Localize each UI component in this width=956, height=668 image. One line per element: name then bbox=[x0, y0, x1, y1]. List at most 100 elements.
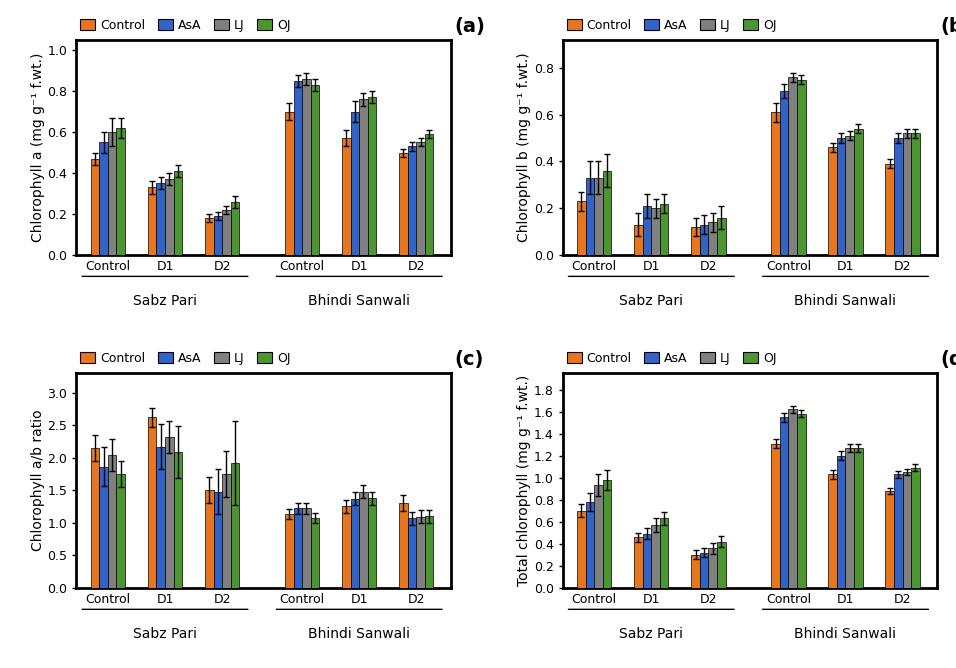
Bar bbox=[771, 112, 780, 255]
Bar bbox=[885, 164, 894, 255]
Text: Sabz Pari: Sabz Pari bbox=[619, 293, 684, 307]
Bar bbox=[797, 79, 806, 255]
Bar bbox=[836, 456, 845, 588]
Legend: Control, AsA, LJ, OJ: Control, AsA, LJ, OJ bbox=[76, 348, 294, 369]
Text: Bhindi Sanwali: Bhindi Sanwali bbox=[308, 293, 410, 307]
Bar bbox=[577, 201, 586, 255]
Bar bbox=[400, 503, 407, 588]
Bar bbox=[205, 490, 213, 588]
Bar bbox=[603, 480, 611, 588]
Bar bbox=[416, 142, 424, 255]
Bar bbox=[780, 92, 789, 255]
Bar bbox=[407, 518, 416, 588]
Bar bbox=[148, 418, 157, 588]
Bar bbox=[407, 146, 416, 255]
Bar bbox=[230, 463, 239, 588]
Legend: Control, AsA, LJ, OJ: Control, AsA, LJ, OJ bbox=[563, 348, 780, 369]
Bar bbox=[586, 178, 595, 255]
Bar bbox=[836, 138, 845, 255]
Bar bbox=[828, 148, 836, 255]
Bar bbox=[845, 136, 854, 255]
Text: Sabz Pari: Sabz Pari bbox=[619, 627, 684, 641]
Bar bbox=[717, 542, 726, 588]
Bar bbox=[165, 179, 174, 255]
Text: Bhindi Sanwali: Bhindi Sanwali bbox=[308, 627, 410, 641]
Bar bbox=[99, 467, 108, 588]
Bar bbox=[902, 472, 911, 588]
Bar bbox=[91, 159, 99, 255]
Bar bbox=[651, 208, 660, 255]
Bar bbox=[117, 128, 125, 255]
Bar bbox=[691, 227, 700, 255]
Legend: Control, AsA, LJ, OJ: Control, AsA, LJ, OJ bbox=[76, 15, 294, 36]
Bar bbox=[660, 518, 668, 588]
Bar bbox=[854, 448, 862, 588]
Bar bbox=[885, 491, 894, 588]
Bar bbox=[660, 204, 668, 255]
Bar bbox=[91, 448, 99, 588]
Bar bbox=[99, 142, 108, 255]
Bar bbox=[342, 138, 351, 255]
Bar bbox=[174, 452, 183, 588]
Bar bbox=[651, 525, 660, 588]
Bar bbox=[148, 188, 157, 255]
Bar bbox=[285, 112, 293, 255]
Bar bbox=[789, 77, 797, 255]
Text: Bhindi Sanwali: Bhindi Sanwali bbox=[794, 293, 897, 307]
Bar bbox=[213, 492, 222, 588]
Bar bbox=[797, 413, 806, 588]
Bar bbox=[854, 129, 862, 255]
Bar bbox=[717, 218, 726, 255]
Bar bbox=[222, 474, 230, 588]
Bar bbox=[351, 499, 359, 588]
Text: (b): (b) bbox=[941, 17, 956, 36]
Bar bbox=[302, 508, 311, 588]
Bar bbox=[634, 224, 642, 255]
Bar bbox=[165, 437, 174, 588]
Bar bbox=[222, 210, 230, 255]
Bar bbox=[368, 498, 377, 588]
Bar bbox=[642, 534, 651, 588]
Bar bbox=[577, 511, 586, 588]
Bar bbox=[293, 81, 302, 255]
Bar bbox=[894, 138, 902, 255]
Bar bbox=[634, 537, 642, 588]
Bar bbox=[205, 218, 213, 255]
Y-axis label: Chlorophyll b (mg g⁻¹ f.wt.): Chlorophyll b (mg g⁻¹ f.wt.) bbox=[517, 53, 531, 242]
Bar bbox=[157, 183, 165, 255]
Bar bbox=[359, 100, 368, 255]
Bar bbox=[311, 85, 319, 255]
Bar bbox=[771, 444, 780, 588]
Text: (c): (c) bbox=[454, 350, 484, 369]
Bar bbox=[359, 492, 368, 588]
Bar bbox=[789, 409, 797, 588]
Text: Sabz Pari: Sabz Pari bbox=[133, 293, 197, 307]
Bar bbox=[780, 417, 789, 588]
Bar bbox=[213, 216, 222, 255]
Text: Bhindi Sanwali: Bhindi Sanwali bbox=[794, 627, 897, 641]
Bar bbox=[174, 171, 183, 255]
Bar bbox=[342, 506, 351, 588]
Bar bbox=[911, 134, 920, 255]
Bar bbox=[586, 502, 595, 588]
Bar bbox=[642, 206, 651, 255]
Text: (d): (d) bbox=[941, 350, 956, 369]
Bar bbox=[285, 514, 293, 588]
Bar bbox=[828, 474, 836, 588]
Bar bbox=[691, 555, 700, 588]
Bar bbox=[311, 518, 319, 588]
Y-axis label: Chlorophyll a (mg g⁻¹ f.wt.): Chlorophyll a (mg g⁻¹ f.wt.) bbox=[31, 53, 45, 242]
Bar bbox=[416, 517, 424, 588]
Text: (a): (a) bbox=[454, 17, 486, 36]
Bar bbox=[708, 548, 717, 588]
Legend: Control, AsA, LJ, OJ: Control, AsA, LJ, OJ bbox=[563, 15, 780, 36]
Bar bbox=[424, 134, 433, 255]
Bar bbox=[911, 468, 920, 588]
Bar bbox=[708, 222, 717, 255]
Bar bbox=[424, 516, 433, 588]
Y-axis label: Total chlorophyll (mg g⁻¹ f.wt.): Total chlorophyll (mg g⁻¹ f.wt.) bbox=[517, 375, 531, 586]
Bar bbox=[157, 447, 165, 588]
Bar bbox=[700, 552, 708, 588]
Bar bbox=[293, 508, 302, 588]
Bar bbox=[400, 152, 407, 255]
